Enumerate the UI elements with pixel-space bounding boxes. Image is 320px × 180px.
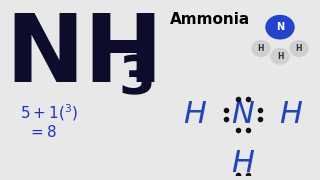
Text: H: H [258,44,264,53]
Text: N: N [276,22,284,32]
Text: H: H [232,149,254,178]
Text: Ammonia: Ammonia [170,12,250,27]
Text: $= 8$: $= 8$ [28,124,57,140]
Text: $5 +1(^3)$: $5 +1(^3)$ [20,102,78,123]
Text: H: H [280,100,302,129]
Text: 3: 3 [118,53,155,105]
Text: NH: NH [5,10,163,102]
Text: H: H [277,52,283,61]
Ellipse shape [271,49,289,64]
Text: H: H [296,44,302,53]
Ellipse shape [252,41,270,56]
Ellipse shape [266,15,294,39]
Text: H: H [184,100,206,129]
Text: N: N [232,100,254,129]
Ellipse shape [290,41,308,56]
